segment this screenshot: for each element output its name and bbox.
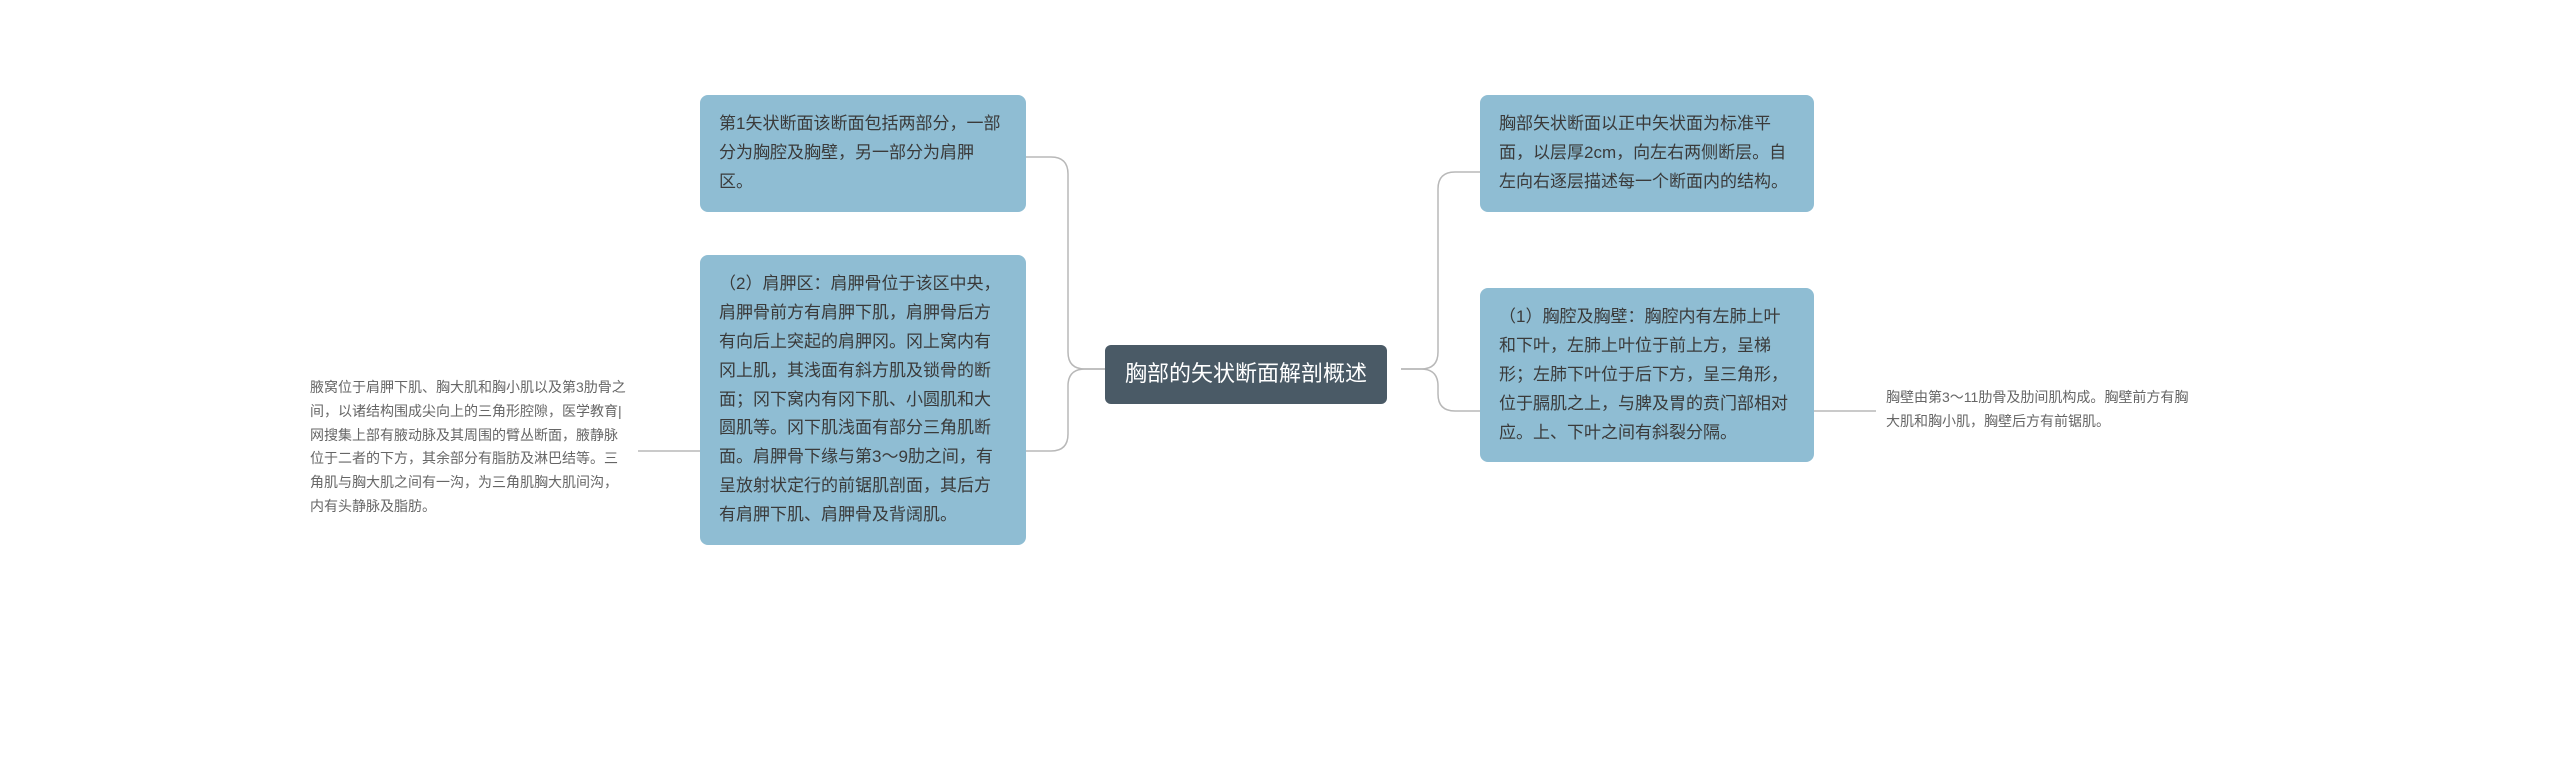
connector-left1	[1026, 157, 1105, 369]
right-node-overview: 胸部矢状断面以正中矢状面为标准平面，以层厚2cm，向左右两侧断层。自左向右逐层描…	[1480, 95, 1814, 212]
connector-right1	[1401, 172, 1480, 369]
connector-right2	[1401, 369, 1480, 411]
left-node-scapula-region: （2）肩胛区：肩胛骨位于该区中央，肩胛骨前方有肩胛下肌，肩胛骨后方有向后上突起的…	[700, 255, 1026, 545]
right-node-thoracic-cavity: （1）胸腔及胸壁：胸腔内有左肺上叶和下叶，左肺上叶位于前上方，呈梯形；左肺下叶位…	[1480, 288, 1814, 462]
left-note-axilla: 腋窝位于肩胛下肌、胸大肌和胸小肌以及第3肋骨之间，以诸结构围成尖向上的三角形腔隙…	[300, 370, 638, 525]
center-node: 胸部的矢状断面解剖概述	[1105, 345, 1387, 404]
left-node-section1: 第1矢状断面该断面包括两部分，一部分为胸腔及胸壁，另一部分为肩胛区。	[700, 95, 1026, 212]
connector-left2	[1026, 369, 1105, 451]
right-note-thoracic-wall: 胸壁由第3～11肋骨及肋间肌构成。胸壁前方有胸大肌和胸小肌，胸壁后方有前锯肌。	[1876, 380, 2210, 440]
